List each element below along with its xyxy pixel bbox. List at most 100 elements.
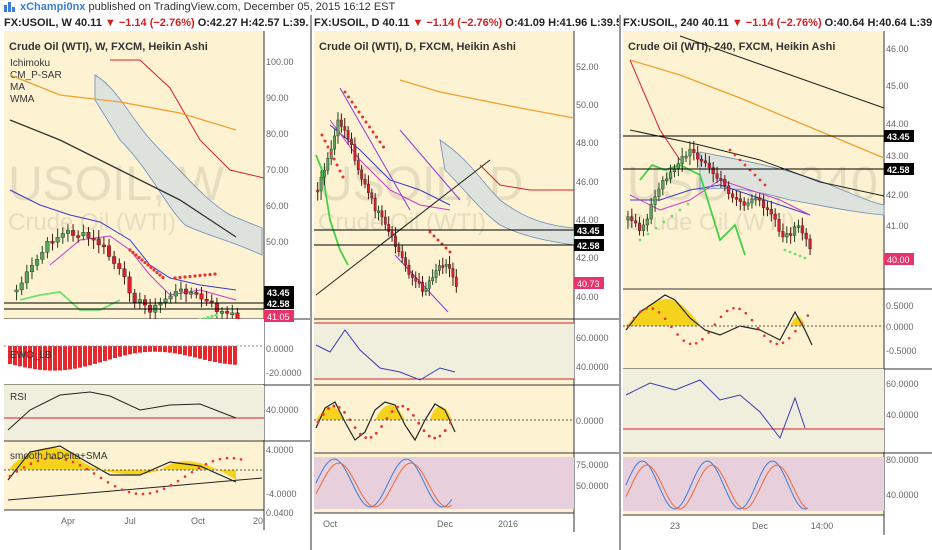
price-candle <box>441 265 445 268</box>
price-candle <box>168 295 173 300</box>
rsi-pane-bg <box>623 369 884 452</box>
symbol[interactable]: FX:USOIL, W <box>4 17 75 29</box>
price-candle <box>373 197 377 212</box>
price-candle <box>380 210 384 218</box>
hadelta-dot <box>211 459 215 463</box>
parabolic-sar-dot <box>329 151 333 155</box>
price-candle <box>29 265 34 273</box>
price-candle <box>448 264 451 269</box>
price-candle <box>692 149 696 153</box>
time-axis-label: Dec <box>752 521 769 531</box>
parabolic-sar-dot <box>183 275 187 279</box>
price-candle <box>645 218 649 226</box>
ewo-bar <box>38 346 42 370</box>
price-candle <box>746 202 750 206</box>
hadelta-dot <box>422 429 426 433</box>
ichimoku-lagging-line <box>19 291 121 311</box>
parabolic-sar-dot <box>354 105 357 109</box>
indicator-legend-item: MA <box>10 82 25 93</box>
price-candle <box>680 156 684 164</box>
price-candle <box>804 232 808 240</box>
price-axis-label: 44.00 <box>576 215 599 225</box>
ewo-bar <box>188 346 192 357</box>
trend-line <box>315 159 491 296</box>
price-candle <box>107 245 112 257</box>
ma-line <box>629 59 885 159</box>
price-axis-label: 41.00 <box>886 221 909 231</box>
ewo-bar <box>33 346 37 370</box>
price-candle <box>91 237 96 241</box>
hadelta-dot <box>651 307 655 310</box>
parabolic-sar-dot <box>662 220 666 224</box>
parabolic-sar-dot <box>758 178 762 182</box>
hadelta-dot <box>141 492 145 496</box>
price-candle <box>199 293 204 300</box>
hadelta-dot <box>688 342 692 346</box>
time-axis-label: 20 <box>253 516 263 526</box>
level-tag-label: 43.45 <box>267 288 290 298</box>
parabolic-sar-dot <box>428 230 432 234</box>
parabolic-sar-dot <box>143 260 147 265</box>
price-candle <box>189 292 194 295</box>
ma-line <box>9 74 237 131</box>
price-candle <box>132 292 137 303</box>
ewo-bar <box>53 346 57 371</box>
parabolic-sar-dot <box>448 250 452 254</box>
hadelta-dot <box>204 462 208 466</box>
author-link[interactable]: xChampi0nx <box>20 1 86 13</box>
parabolic-sar-dot <box>382 145 385 149</box>
price-candle <box>333 135 336 150</box>
price-candle <box>24 271 29 284</box>
ewo-bar <box>68 346 72 370</box>
parabolic-sar-dot <box>178 275 182 280</box>
price-candle <box>711 167 715 174</box>
parabolic-sar-dot <box>213 272 217 276</box>
hadelta-dot <box>106 481 110 484</box>
watermark-name: Crude Oil (WTI) <box>318 209 486 236</box>
hadelta-dot <box>719 315 723 319</box>
symbol[interactable]: FX:USOIL, D <box>314 17 383 29</box>
price-candle <box>665 178 669 182</box>
hadelta-dot <box>353 426 357 430</box>
price-candle <box>769 209 773 215</box>
level-tag-label: 42.58 <box>887 165 910 175</box>
parabolic-sar-dot <box>357 110 361 114</box>
price-candle <box>112 256 117 264</box>
symbol[interactable]: FX:USOIL, 240 <box>623 17 702 29</box>
hadelta-dot <box>29 462 33 466</box>
level-tag <box>574 239 604 251</box>
ewo-bar <box>88 346 92 366</box>
ewo-bar <box>93 346 97 364</box>
hadelta-tick: -0.5000 <box>886 346 917 356</box>
hadelta-dot <box>632 316 636 320</box>
ma-line <box>399 79 575 119</box>
level-tag-label: 42.58 <box>577 241 600 251</box>
price-candle <box>414 277 418 282</box>
hadelta-dot <box>197 466 201 470</box>
parabolic-sar-dot <box>364 120 368 124</box>
price-candle <box>438 265 441 271</box>
price-axis-label: 44.00 <box>886 119 909 129</box>
parabolic-sar-dot <box>444 246 448 250</box>
ewo-bar <box>163 346 167 353</box>
price-candle <box>657 188 661 197</box>
price-candle <box>669 171 673 180</box>
ewo-bar <box>83 346 87 367</box>
parabolic-sar-dot <box>326 145 330 149</box>
ewo-label: EWO_LB <box>10 350 52 361</box>
stoch-pane-bg <box>314 457 574 509</box>
time-axis-label: Apr <box>61 516 75 526</box>
hadelta-tick: 0.0000 <box>576 416 604 426</box>
ewo-bar <box>98 346 102 363</box>
hadelta-dot <box>806 314 810 317</box>
level-tag <box>884 163 914 175</box>
price-axis-label: 50.00 <box>576 100 599 110</box>
stoch-tick: 40.0000 <box>886 490 919 500</box>
ichimoku-base-line <box>9 189 237 291</box>
price-candle <box>326 158 330 171</box>
level-tag-label: 43.45 <box>577 226 600 236</box>
hadelta-dot <box>64 458 68 461</box>
rsi-line <box>7 391 237 431</box>
hadelta-dot <box>756 326 760 330</box>
